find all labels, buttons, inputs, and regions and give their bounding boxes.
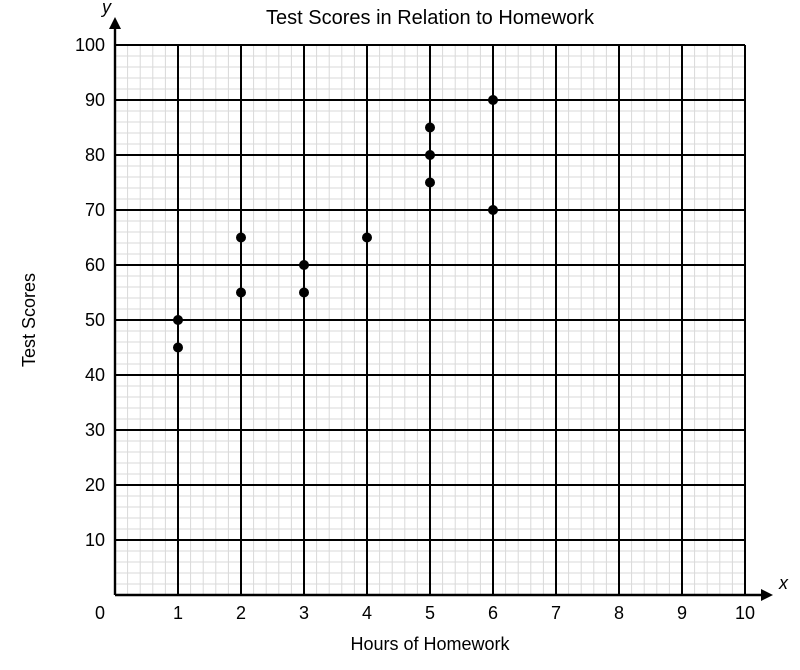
data-point (488, 95, 498, 105)
data-point (173, 315, 183, 325)
x-tick-label: 2 (236, 603, 246, 623)
y-tick-label: 90 (85, 90, 105, 110)
x-tick-label: 3 (299, 603, 309, 623)
y-axis-label: Test Scores (19, 273, 39, 367)
x-tick-label: 8 (614, 603, 624, 623)
origin-label: 0 (95, 603, 105, 623)
data-point (425, 123, 435, 133)
y-tick-label: 100 (75, 35, 105, 55)
data-point (425, 178, 435, 188)
data-point (488, 205, 498, 215)
scatter-chart: Test Scores in Relation to Homework Test… (0, 0, 800, 670)
y-variable-label: y (100, 0, 112, 17)
x-tick-label: 5 (425, 603, 435, 623)
chart-container: Test Scores in Relation to Homework Test… (0, 0, 800, 670)
data-point (299, 288, 309, 298)
data-points (173, 95, 498, 353)
y-tick-label: 50 (85, 310, 105, 330)
data-point (299, 260, 309, 270)
x-axis-label: Hours of Homework (350, 634, 510, 654)
y-tick-labels: 10 20 30 40 50 60 70 80 90 100 (75, 35, 105, 550)
data-point (236, 288, 246, 298)
y-tick-label: 40 (85, 365, 105, 385)
y-tick-label: 60 (85, 255, 105, 275)
y-tick-label: 70 (85, 200, 105, 220)
y-tick-label: 20 (85, 475, 105, 495)
x-tick-label: 7 (551, 603, 561, 623)
x-tick-label: 1 (173, 603, 183, 623)
chart-title: Test Scores in Relation to Homework (266, 7, 595, 29)
data-point (362, 233, 372, 243)
x-tick-label: 6 (488, 603, 498, 623)
data-point (173, 343, 183, 353)
x-tick-labels: 1 2 3 4 5 6 7 8 9 10 (173, 603, 755, 623)
x-variable-label: x (778, 573, 789, 593)
y-tick-label: 10 (85, 530, 105, 550)
x-tick-label: 4 (362, 603, 372, 623)
y-tick-label: 80 (85, 145, 105, 165)
data-point (236, 233, 246, 243)
x-tick-label: 10 (735, 603, 755, 623)
data-point (425, 150, 435, 160)
x-tick-label: 9 (677, 603, 687, 623)
y-tick-label: 30 (85, 420, 105, 440)
